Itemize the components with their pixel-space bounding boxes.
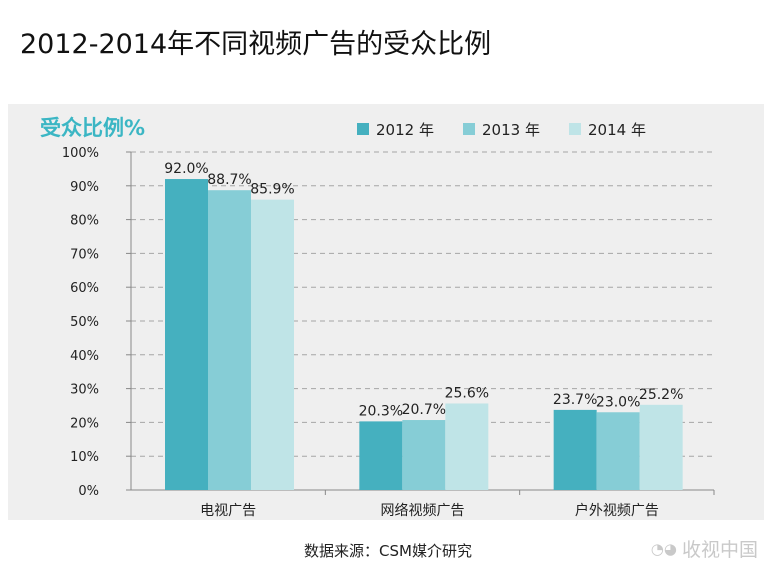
y-tick-label: 0% (78, 484, 99, 499)
y-axis-title: 受众比例% (40, 116, 145, 140)
bar (208, 190, 251, 490)
y-tick-label: 10% (70, 450, 99, 465)
bar (596, 412, 640, 490)
data-label: 92.0% (164, 161, 208, 177)
bar (359, 421, 403, 490)
y-tick-label: 50% (70, 315, 99, 330)
bar (251, 199, 294, 490)
legend-swatch (463, 123, 475, 135)
y-tick-label: 80% (70, 214, 99, 229)
bar-chart: 受众比例% 0% 10% 20% 30% 40% 50% 60% 70% 80% 90% 100% 92… (40, 116, 715, 519)
data-label: 20.7% (402, 402, 446, 418)
category-label: 网络视频广告 (381, 503, 465, 519)
data-label: 20.3% (359, 403, 403, 419)
data-label: 25.2% (639, 387, 683, 403)
data-label: 23.0% (596, 394, 640, 410)
y-tick-label: 60% (70, 281, 99, 296)
watermark: ◔◕ 收视中国 (651, 535, 758, 562)
legend-swatch (569, 123, 581, 135)
y-tick-label: 40% (70, 349, 99, 364)
y-tick-label: 90% (70, 180, 99, 195)
legend-label: 2013 年 (482, 121, 540, 139)
data-label: 23.7% (553, 392, 597, 408)
bar (165, 179, 208, 490)
legend-swatch (357, 123, 369, 135)
bar (402, 420, 446, 490)
legend-label: 2012 年 (376, 121, 434, 139)
source-note: 数据来源：CSM媒介研究 (304, 542, 472, 560)
y-tick-label: 100% (62, 146, 99, 161)
chart-panel: 受众比例% 0% 10% 20% 30% 40% 50% 60% 70% 80% 90% 100% 92… (8, 104, 764, 520)
y-tick-label: 20% (70, 416, 99, 431)
y-tick-label: 30% (70, 383, 99, 398)
category-label: 电视广告 (200, 503, 256, 519)
watermark-text: 收视中国 (681, 539, 758, 561)
data-label: 88.7% (207, 172, 251, 188)
bar (639, 404, 683, 490)
data-label: 85.9% (250, 182, 294, 198)
category-label: 户外视频广告 (575, 502, 659, 519)
data-label: 25.6% (445, 385, 489, 401)
legend-label: 2014 年 (588, 121, 646, 139)
bar (445, 403, 489, 490)
y-tick-label: 70% (70, 247, 99, 262)
wechat-icon: ◔◕ (650, 540, 677, 558)
page-title: 2012-2014年不同视频广告的受众比例 (20, 29, 492, 60)
bar (553, 409, 597, 490)
